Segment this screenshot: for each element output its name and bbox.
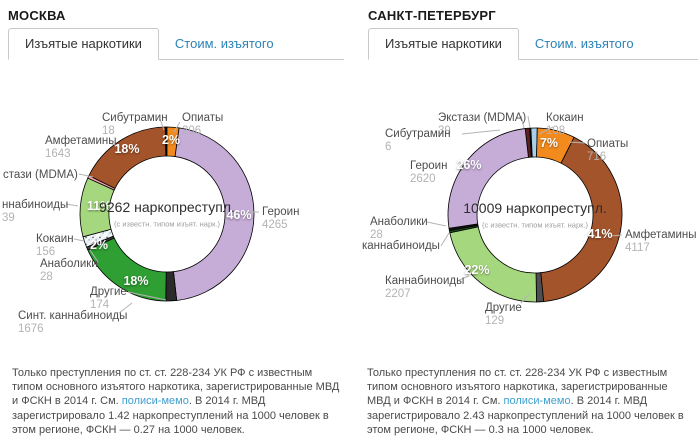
donut-chart-svg xyxy=(426,115,623,304)
label-leader-line xyxy=(527,115,531,129)
label-leader-line xyxy=(461,129,501,135)
donut-segment[interactable] xyxy=(88,126,167,189)
footnote-text: . В 2014 г. МВД зарегистрировало 2.43 на… xyxy=(367,395,684,436)
footnote-text: . В 2014 г. МВД зарегистрировало 1.42 на… xyxy=(12,395,329,436)
segment-label: Другие 174 xyxy=(90,286,127,311)
policy-memo-link[interactable]: полиси-мемо xyxy=(503,395,571,408)
segment-label: Экстази (MDMA) 39 xyxy=(438,112,527,137)
segment-label: Сибутрамин 18 xyxy=(102,112,168,137)
label-leader-line xyxy=(538,126,554,135)
tab-seized-drugs[interactable]: Изъятые наркотики xyxy=(368,28,519,60)
label-leader-line xyxy=(159,118,165,131)
segment-label: Другие 129 xyxy=(485,302,522,327)
label-leader-line xyxy=(118,302,133,314)
segment-percent: 22% xyxy=(464,263,490,277)
segment-label: Кокаин 108 xyxy=(546,112,584,137)
segment-label: Сибутрамин 6 xyxy=(385,128,451,153)
policy-memo-link[interactable]: полиси-мемо xyxy=(121,395,189,408)
panel-title-moscow: МОСКВА xyxy=(8,8,66,23)
segment-percent: 2% xyxy=(161,133,181,147)
segment-label: стази (MDMA) xyxy=(3,169,78,181)
footnote: Только преступления по ст. ст. 228-234 У… xyxy=(367,366,692,437)
segment-percent: 26% xyxy=(456,158,482,172)
segment-percent: 7% xyxy=(539,136,559,150)
segment-percent: 46% xyxy=(226,208,252,222)
segment-label: ннабиноиды 39 xyxy=(2,199,69,224)
segment-label: Амфетамины 4117 xyxy=(625,229,697,254)
tab-seized-value[interactable]: Стоим. изъятого xyxy=(534,36,634,51)
segment-label: Каннабиноиды 2207 xyxy=(385,275,465,300)
label-leader-line xyxy=(89,249,99,263)
label-leader-line xyxy=(568,141,586,144)
donut-chart-svg xyxy=(65,118,259,314)
label-leader-line xyxy=(78,173,94,178)
label-leader-line xyxy=(610,234,623,237)
panel-title-spb: САНКТ-ПЕТЕРБУРГ xyxy=(368,8,496,23)
donut-segment[interactable] xyxy=(173,127,255,301)
segment-percent: 11% xyxy=(86,199,112,213)
spb-panel: САНКТ-ПЕТЕРБУРГ Изъятые наркотики Стоим.… xyxy=(350,0,700,440)
donut-center-total: 10009 наркопреступл. xyxy=(463,200,607,216)
donut-center-note: (с известн. типом изъят. нарк.) xyxy=(482,220,588,230)
donut-center-total: 9262 наркопреступл. xyxy=(99,199,235,215)
donut-segment[interactable] xyxy=(540,136,623,303)
segment-label: Амфетамины 1643 xyxy=(45,135,117,160)
segment-label: Героин 4265 xyxy=(262,206,300,231)
tab-seized-value[interactable]: Стоим. изъятого xyxy=(174,36,274,51)
label-leader-line xyxy=(73,238,85,242)
segment-label: каннабиноиды xyxy=(362,240,440,252)
footnote: Только преступления по ст. ст. 228-234 У… xyxy=(12,366,342,437)
label-leader-line xyxy=(109,142,121,148)
label-leader-line xyxy=(440,232,450,247)
segment-percent: 18% xyxy=(123,274,149,288)
label-leader-line xyxy=(426,221,447,227)
segment-label: Опиаты 716 xyxy=(587,138,629,163)
segment-percent: 2% xyxy=(89,238,109,252)
segment-percent: 41% xyxy=(587,227,613,241)
donut-chart-moscow: Сибутрамин 18 Опиаты 206 Героин 4265 Другие 174… xyxy=(0,60,350,362)
label-leader-line xyxy=(173,121,181,133)
segment-percent: 18% xyxy=(114,142,140,156)
label-leader-line xyxy=(458,275,470,281)
label-leader-line xyxy=(520,115,525,129)
label-leader-line xyxy=(520,293,530,304)
donut-segment[interactable] xyxy=(447,128,529,229)
segment-label: Опиаты 206 xyxy=(182,112,224,137)
segment-label: Анаболики 28 xyxy=(370,216,428,241)
label-leader-line xyxy=(65,203,79,207)
segment-label: Кокаин 156 xyxy=(36,233,74,258)
moscow-panel: МОСКВА Изъятые наркотики Стоим. изъятого… xyxy=(0,8,350,437)
segment-label: Героин 2620 xyxy=(410,160,448,185)
tab-seized-drugs[interactable]: Изъятые наркотики xyxy=(8,28,159,60)
tab-bar: Изъятые наркотики Стоим. изъятого xyxy=(8,28,344,60)
footnote-text: Только преступления по ст. ст. 228-234 У… xyxy=(367,367,668,408)
donut-chart-spb: Экстази (MDMA) 39 Сибутрамин 6 Кокаин 108 Опиа… xyxy=(350,60,700,362)
label-leader-line xyxy=(127,291,167,301)
segment-label: Синт. каннабиноиды 1676 xyxy=(18,310,128,335)
segment-label: Анаболики 28 xyxy=(40,258,98,283)
donut-center-note: (с известн. типом изъят. нарк.) xyxy=(114,219,220,229)
footnote-text: Только преступления по ст. ст. 228-234 У… xyxy=(12,367,340,408)
tab-bar: Изъятые наркотики Стоим. изъятого xyxy=(368,28,698,60)
